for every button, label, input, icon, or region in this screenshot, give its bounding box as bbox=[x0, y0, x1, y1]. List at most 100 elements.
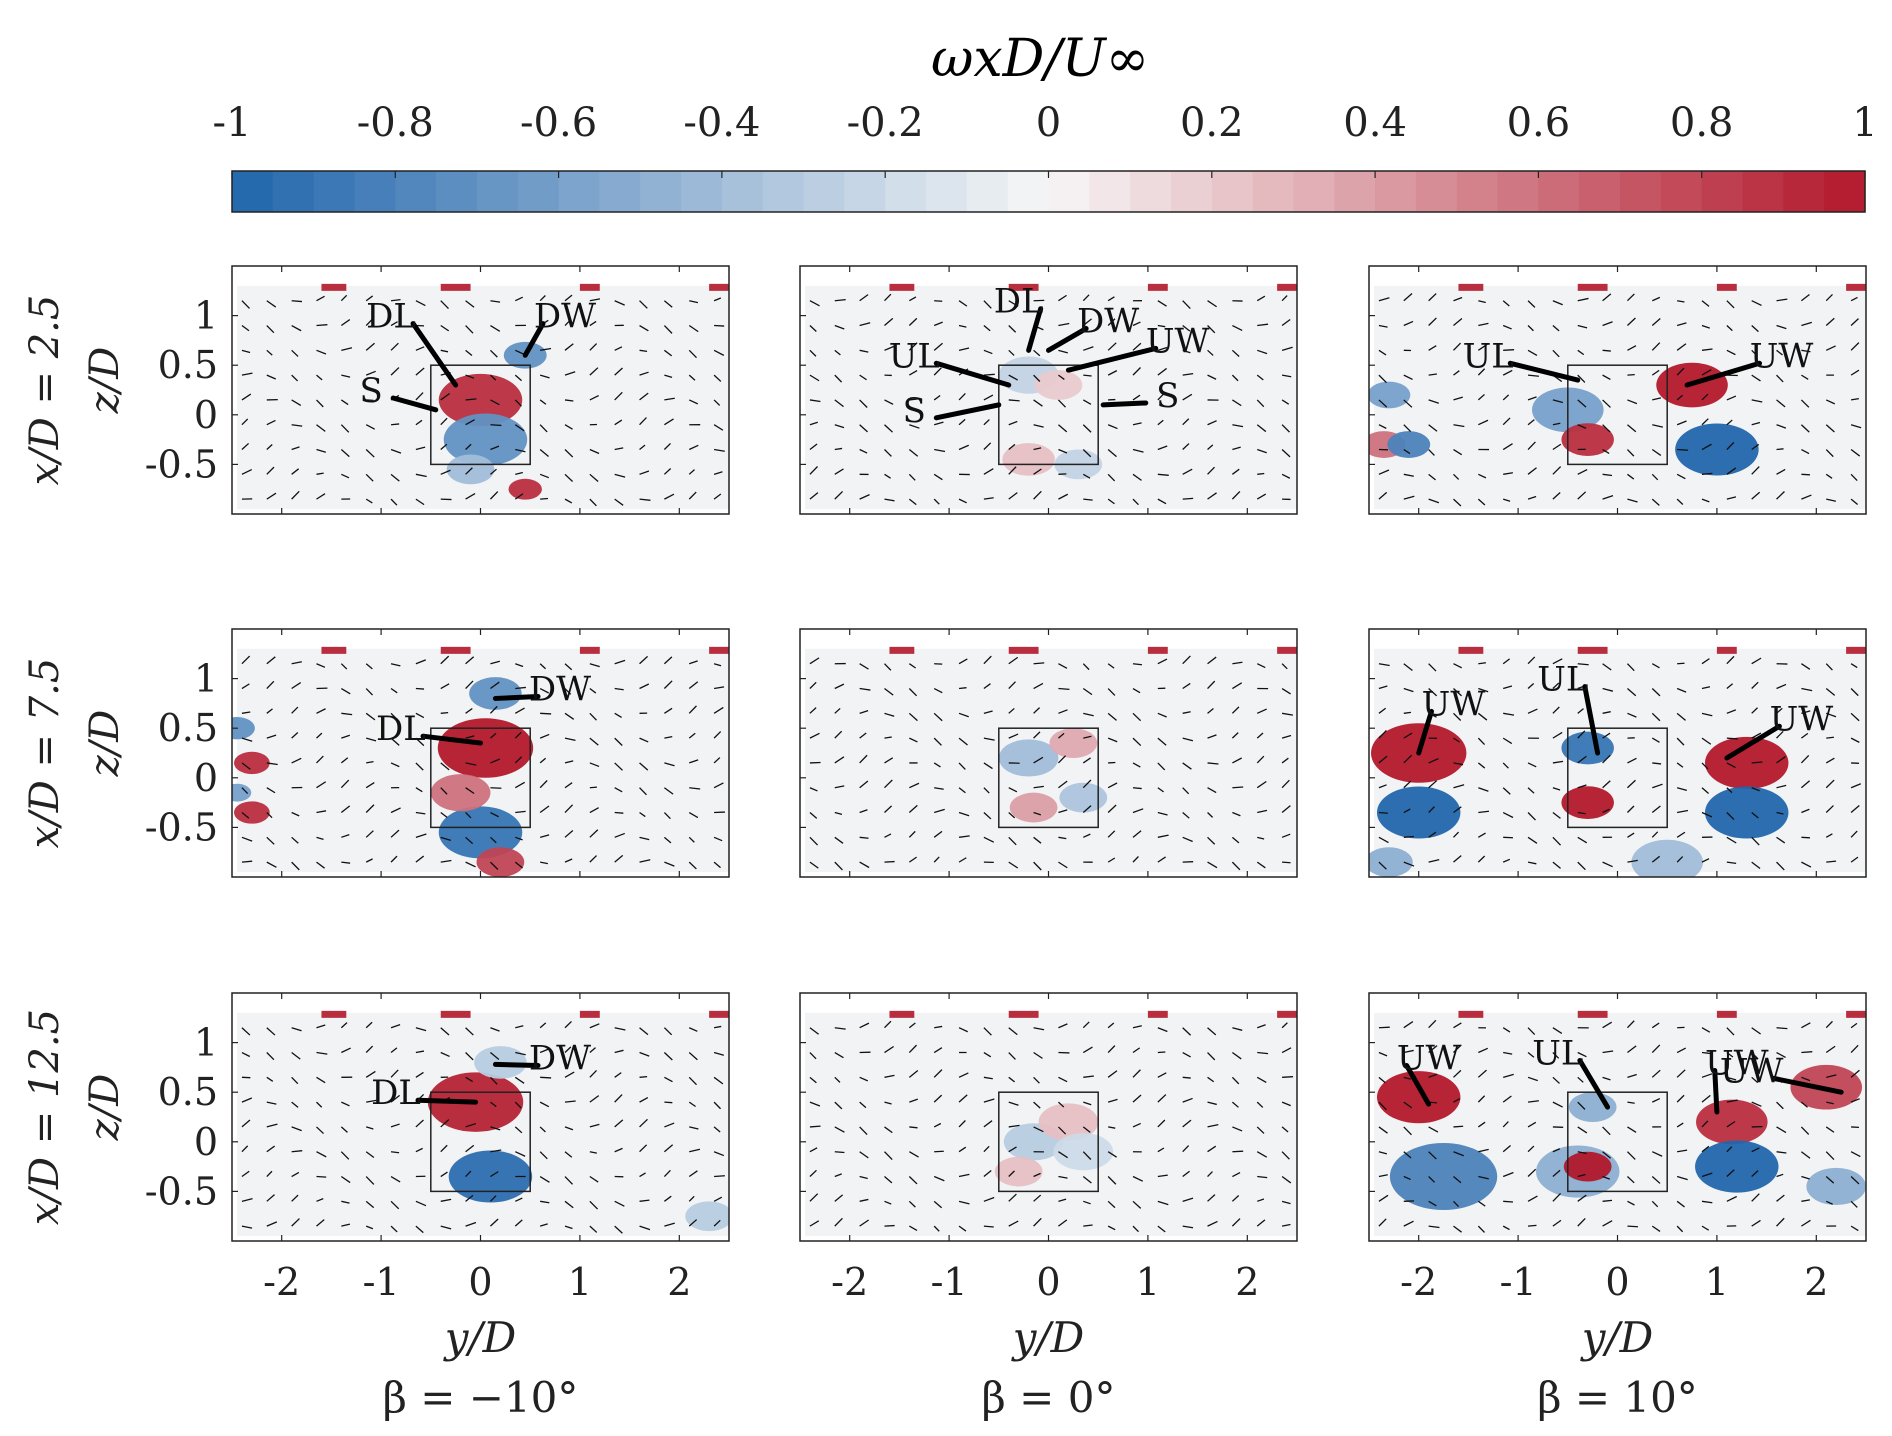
velocity-arrow bbox=[291, 324, 302, 332]
velocity-arrow bbox=[933, 1225, 940, 1232]
velocity-arrow bbox=[1776, 811, 1784, 815]
positive-vortex bbox=[476, 847, 525, 877]
velocity-arrow bbox=[1207, 1052, 1216, 1061]
velocity-arrow bbox=[1726, 812, 1735, 820]
velocity-arrow bbox=[908, 449, 919, 457]
velocity-arrow bbox=[1478, 473, 1487, 479]
x-axis-label: y/D bbox=[1580, 1313, 1654, 1362]
negative-vortex bbox=[469, 677, 522, 710]
velocity-arrow bbox=[908, 856, 917, 863]
velocity-arrow bbox=[934, 421, 944, 426]
velocity-arrow bbox=[465, 419, 475, 426]
velocity-arrow bbox=[688, 1195, 695, 1202]
velocity-arrow bbox=[1453, 342, 1462, 351]
colorbar-tick-label: 1 bbox=[1852, 100, 1877, 146]
velocity-arrow bbox=[1132, 830, 1142, 838]
velocity-arrow bbox=[1651, 688, 1661, 697]
velocity-arrow bbox=[1403, 399, 1413, 408]
velocity-arrow bbox=[465, 493, 476, 500]
velocity-arrow bbox=[291, 836, 299, 844]
velocity-arrow bbox=[465, 398, 477, 401]
velocity-arrow bbox=[1403, 1220, 1414, 1227]
velocity-arrow bbox=[908, 1200, 916, 1208]
velocity-arrow bbox=[316, 781, 327, 789]
velocity-arrow bbox=[958, 1173, 970, 1178]
velocity-arrow bbox=[908, 1176, 918, 1185]
velocity-arrow bbox=[1676, 1225, 1684, 1233]
velocity-arrow bbox=[1207, 1220, 1218, 1227]
velocity-arrow bbox=[1281, 734, 1292, 739]
velocity-arrow bbox=[1281, 1223, 1291, 1227]
colorbar-segment bbox=[476, 171, 519, 212]
velocity-arrow bbox=[415, 300, 426, 307]
velocity-arrow bbox=[1182, 762, 1192, 770]
velocity-arrow bbox=[614, 447, 624, 451]
annotation-leader bbox=[1026, 306, 1044, 353]
velocity-arrow bbox=[1132, 712, 1142, 722]
velocity-arrow bbox=[1453, 1176, 1462, 1184]
velocity-arrow bbox=[859, 836, 869, 839]
velocity-arrow bbox=[1107, 342, 1117, 351]
velocity-arrow bbox=[1231, 706, 1240, 714]
colorbar-title: ωxD/U∞ bbox=[931, 29, 1149, 89]
velocity-arrow bbox=[1428, 858, 1440, 863]
velocity-arrow bbox=[933, 856, 940, 863]
velocity-arrow bbox=[958, 687, 967, 690]
velocity-arrow bbox=[564, 1200, 574, 1209]
vortex-label: DW bbox=[529, 670, 591, 710]
velocity-arrow bbox=[1378, 729, 1387, 739]
velocity-arrow bbox=[1701, 658, 1710, 665]
velocity-arrow bbox=[1281, 833, 1291, 838]
velocity-arrow bbox=[564, 712, 575, 720]
velocity-arrow bbox=[1850, 1022, 1858, 1029]
velocity-arrow bbox=[1776, 784, 1787, 789]
velocity-arrow bbox=[316, 1219, 325, 1227]
colorbar-segment bbox=[966, 171, 1009, 212]
velocity-arrow bbox=[958, 658, 968, 665]
velocity-arrow bbox=[1602, 663, 1612, 671]
velocity-arrow bbox=[834, 811, 843, 816]
body-outline bbox=[1567, 727, 1668, 829]
velocity-arrow bbox=[1776, 448, 1784, 451]
velocity-arrow bbox=[1207, 734, 1217, 739]
velocity-arrow bbox=[1751, 421, 1761, 426]
velocity-arrow bbox=[415, 1147, 423, 1153]
velocity-arrow bbox=[1751, 300, 1762, 307]
velocity-arrow bbox=[1157, 1051, 1166, 1054]
velocity-arrow bbox=[365, 712, 376, 721]
velocity-arrow bbox=[1751, 325, 1759, 333]
velocity-arrow bbox=[908, 342, 918, 351]
velocity-arrow bbox=[1477, 393, 1485, 401]
velocity-arrow bbox=[983, 373, 995, 376]
velocity-arrow bbox=[1776, 468, 1786, 475]
velocity-arrow bbox=[390, 1175, 401, 1183]
velocity-arrow bbox=[884, 1176, 893, 1184]
velocity-arrow bbox=[390, 321, 398, 327]
velocity-arrow bbox=[1552, 422, 1561, 426]
velocity-arrow bbox=[1726, 1099, 1738, 1103]
velocity-arrow bbox=[1627, 498, 1638, 503]
velocity-arrow bbox=[1627, 688, 1637, 697]
velocity-arrow bbox=[1232, 1051, 1242, 1060]
velocity-arrow bbox=[365, 830, 374, 838]
body-outline bbox=[430, 364, 531, 466]
velocity-arrow bbox=[664, 1222, 675, 1227]
velocity-arrow bbox=[983, 300, 992, 309]
velocity-arrow bbox=[415, 659, 426, 665]
velocity-arrow bbox=[1502, 762, 1509, 769]
velocity-arrow bbox=[316, 399, 324, 408]
velocity-arrow bbox=[1552, 861, 1561, 869]
velocity-arrow bbox=[390, 855, 398, 863]
colorbar-segment bbox=[354, 171, 396, 212]
velocity-arrow bbox=[266, 444, 273, 450]
x-tick-label: 0 bbox=[468, 1260, 492, 1304]
velocity-arrow bbox=[1256, 1219, 1266, 1227]
velocity-arrow bbox=[834, 349, 841, 356]
velocity-arrow bbox=[663, 1052, 673, 1061]
velocity-arrow bbox=[316, 663, 326, 668]
velocity-arrow bbox=[1676, 394, 1684, 401]
velocity-arrow bbox=[1626, 317, 1636, 326]
velocity-arrow bbox=[713, 1076, 724, 1085]
velocity-arrow bbox=[1602, 1151, 1612, 1159]
colorbar-segment bbox=[1538, 171, 1580, 212]
